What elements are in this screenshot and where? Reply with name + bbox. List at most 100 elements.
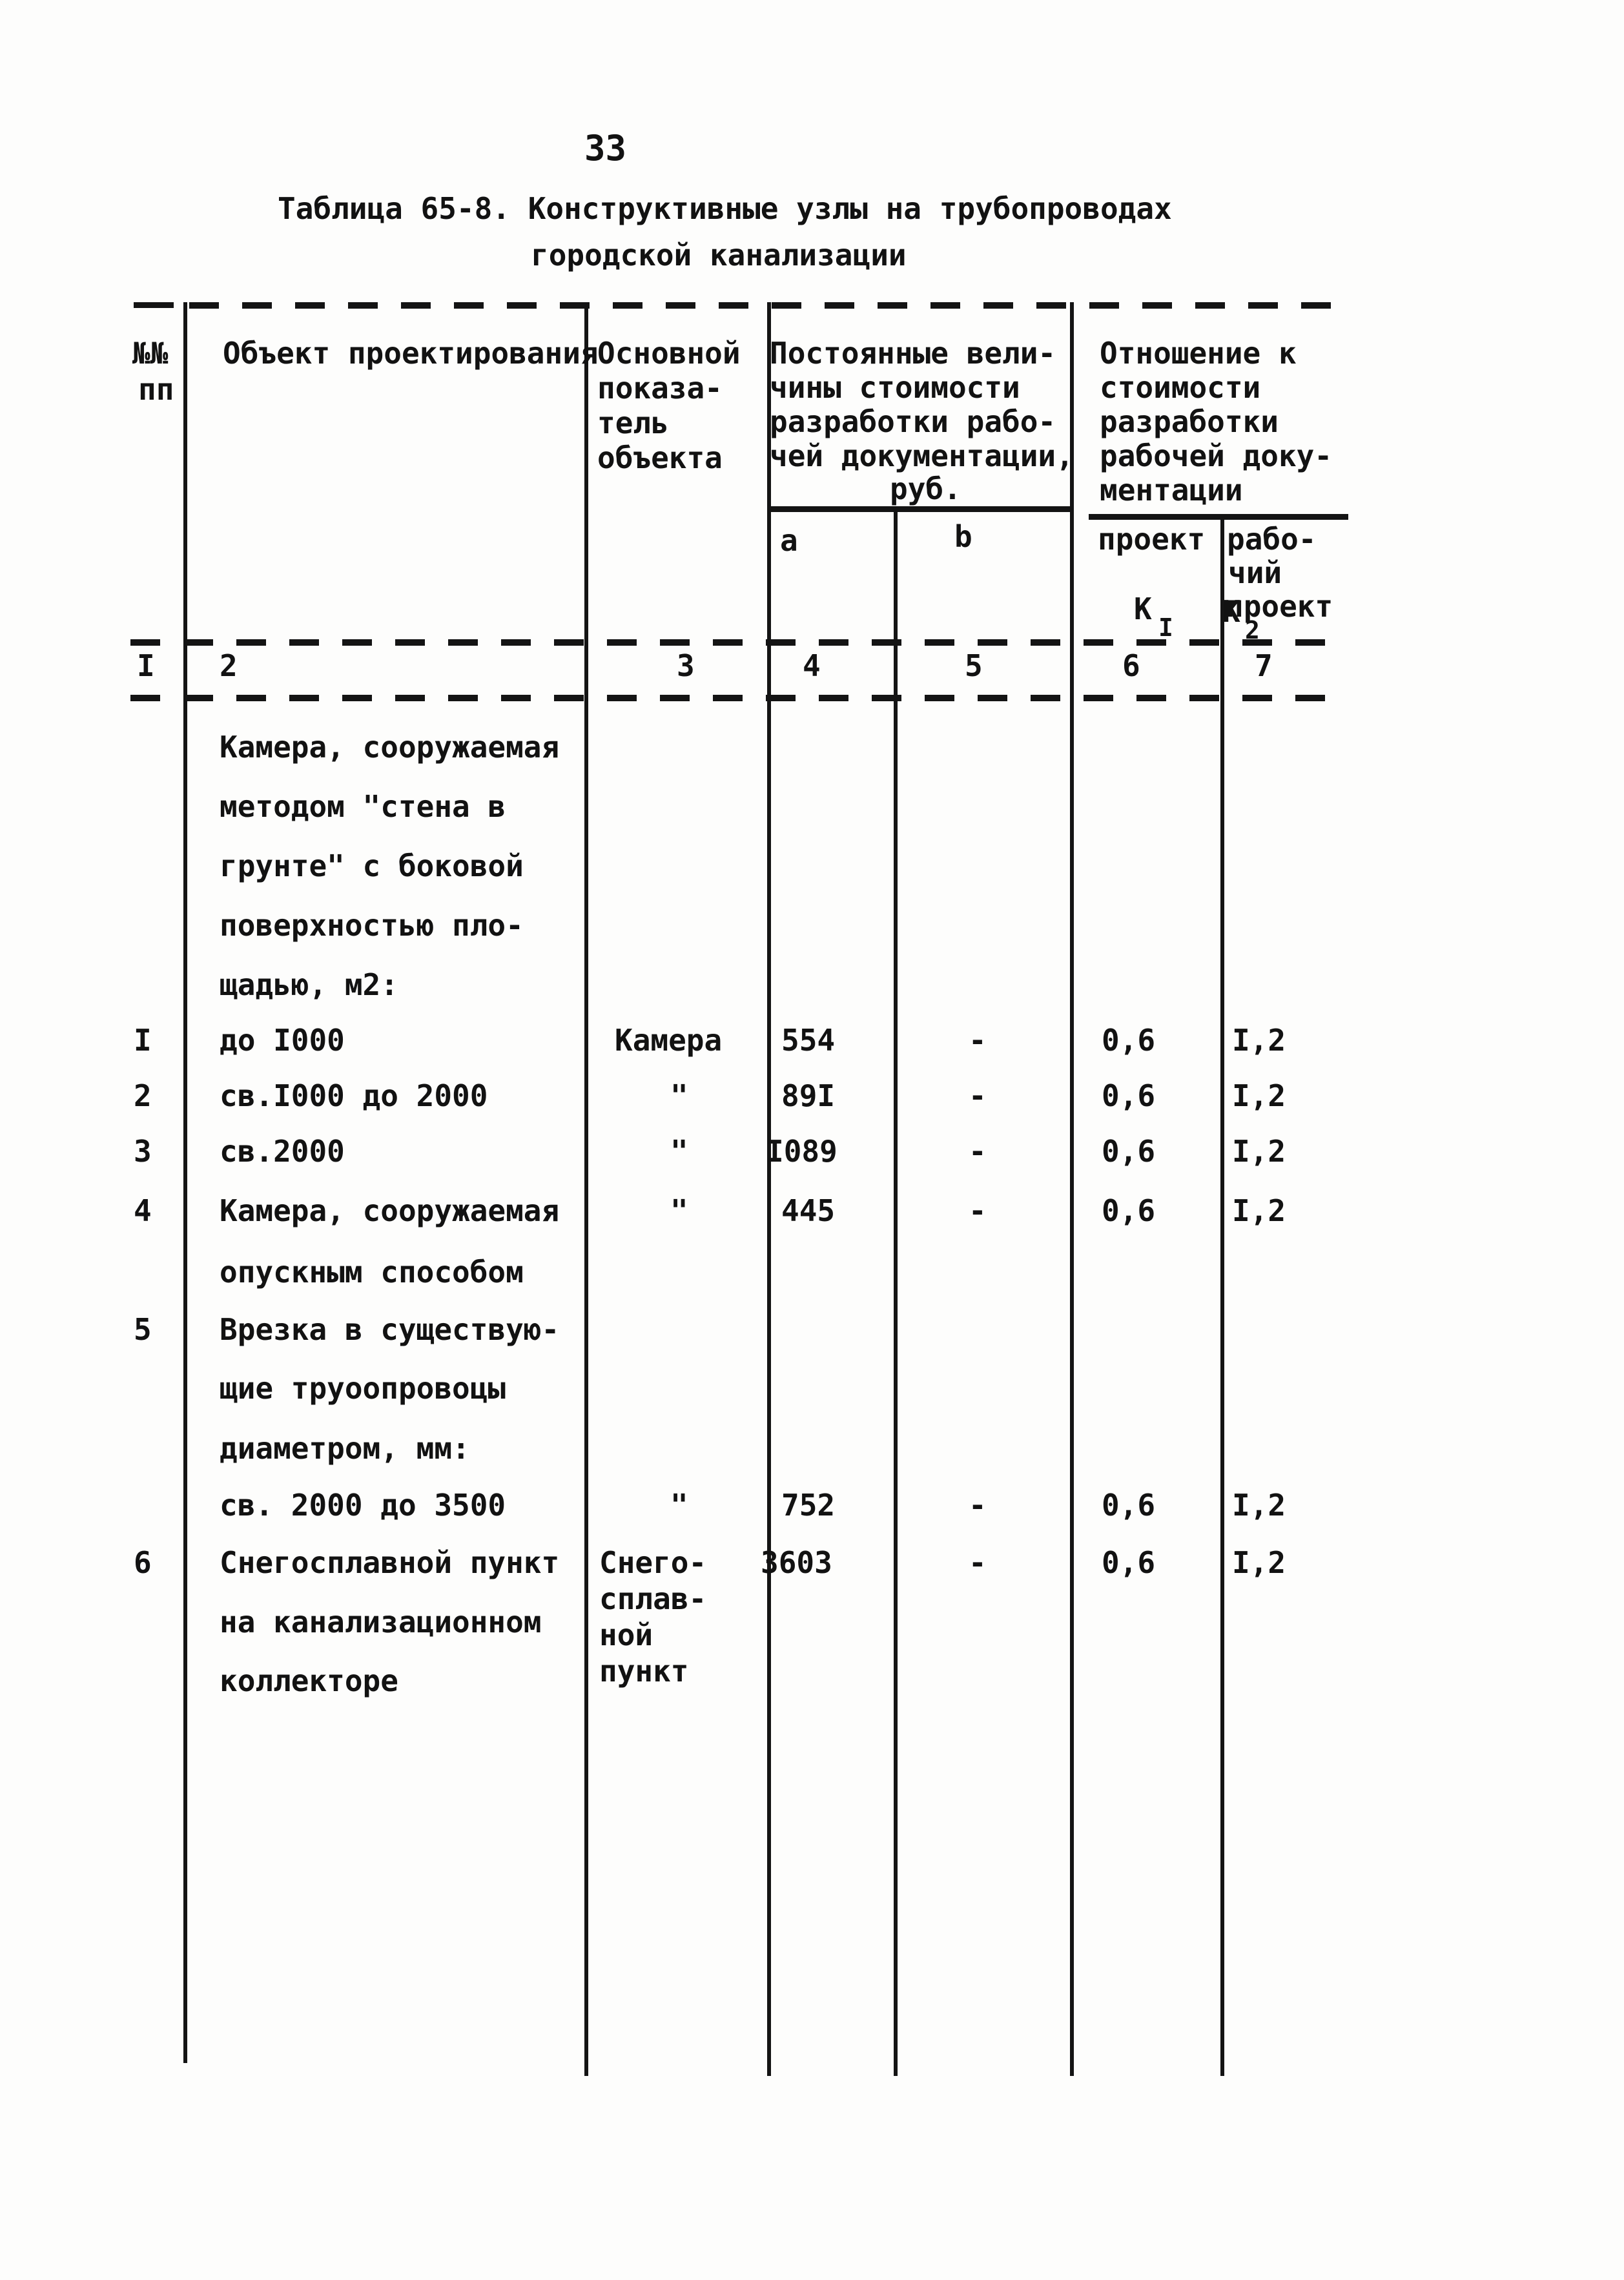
row5-object-line2: щие труоопровоцы	[220, 1371, 506, 1406]
row5-value-b: -	[969, 1488, 987, 1523]
colnum-2: 2	[220, 648, 238, 683]
row6-indicator-line1: Снего-	[599, 1545, 707, 1580]
header-col3-line1: Основной	[597, 336, 741, 371]
header-col1-line1: №№	[132, 336, 169, 371]
row4-object-line2: опускным способом	[220, 1255, 524, 1289]
row2-k1: 0,6	[1102, 1078, 1156, 1113]
row6-indicator-line4: пункт	[599, 1654, 689, 1689]
subheader-chij: чий	[1228, 555, 1282, 590]
row2-value-a: 89I	[781, 1078, 836, 1113]
row4-object-line1: Камера, сооружаемая	[220, 1193, 560, 1228]
column-number-band-top-dash	[130, 639, 1344, 646]
header-col67-line4: рабочей доку-	[1100, 438, 1333, 473]
row6-object-line3: коллекторе	[220, 1663, 398, 1698]
colnum-7: 7	[1255, 648, 1273, 683]
row6-k2: I,2	[1232, 1545, 1286, 1580]
row3-value-a: I089	[766, 1134, 838, 1169]
header-col67-line5: ментации	[1100, 473, 1243, 508]
row4-indicator-ditto: "	[670, 1193, 688, 1228]
row3-k1: 0,6	[1102, 1134, 1156, 1169]
row5-num: 5	[134, 1312, 152, 1347]
subheader-k2-subscript: 2	[1245, 616, 1260, 644]
row1-num: I	[134, 1023, 152, 1058]
row1-value-a: 554	[781, 1023, 836, 1058]
row4-value-b: -	[969, 1193, 987, 1228]
header-col67-underline	[1089, 514, 1348, 520]
table-border-v6	[1220, 514, 1224, 2076]
row1-k1: 0,6	[1102, 1023, 1156, 1058]
row4-num: 4	[134, 1193, 152, 1228]
row4-k2: I,2	[1232, 1193, 1286, 1228]
row6-k1: 0,6	[1102, 1545, 1156, 1580]
subheader-k1-subscript: I	[1158, 613, 1173, 642]
header-col3-line4: объекта	[597, 440, 723, 475]
intro-line3: грунте" с боковой	[220, 848, 524, 883]
row6-value-a: 3603	[761, 1545, 832, 1580]
header-col45-line5: руб.	[890, 471, 961, 506]
row5-k1: 0,6	[1102, 1488, 1156, 1523]
header-col45-line2: чины стоимости	[770, 370, 1020, 405]
row6-indicator-line2: сплав-	[599, 1581, 707, 1616]
row4-k1: 0,6	[1102, 1193, 1156, 1228]
table-border-v1	[183, 302, 187, 2063]
row2-indicator-ditto: "	[670, 1078, 688, 1113]
colnum-5: 5	[965, 648, 983, 683]
table-title-line2: городской канализации	[531, 238, 907, 272]
header-col1-line2: пп	[138, 372, 174, 407]
table-border-top-left-dash	[134, 302, 174, 308]
row5-object-line4: св. 2000 до 3500	[220, 1488, 506, 1523]
column-number-band-bottom-dash	[130, 695, 1344, 701]
row1-k2: I,2	[1232, 1023, 1286, 1058]
row5-value-a: 752	[781, 1488, 836, 1523]
row3-k2: I,2	[1232, 1134, 1286, 1169]
row1-indicator: Камера	[615, 1023, 723, 1058]
row2-value-b: -	[969, 1078, 987, 1113]
table-title-line1: Таблица 65-8. Конструктивные узлы на тру…	[278, 191, 1172, 226]
intro-line5: щадью, м2:	[220, 967, 398, 1002]
colnum-6: 6	[1122, 648, 1140, 683]
header-col45-line1: Постоянные вели-	[770, 336, 1056, 371]
header-col2: Объект проектирования	[223, 336, 599, 371]
subheader-proekt2: проект	[1226, 589, 1333, 624]
row5-k2: I,2	[1232, 1488, 1286, 1523]
row6-num: 6	[134, 1545, 152, 1580]
table-border-v5	[1070, 302, 1074, 2076]
subheader-rabo: рабо-	[1227, 522, 1317, 557]
header-col67-line2: стоимости	[1100, 370, 1261, 405]
colnum-4: 4	[803, 648, 821, 683]
intro-line1: Камера, сооружаемая	[220, 730, 560, 765]
intro-line4: поверхностью пло-	[220, 908, 524, 943]
header-col3-line3: тель	[597, 406, 669, 440]
row1-object: до I000	[220, 1023, 345, 1058]
subheader-k1-base: К	[1134, 591, 1152, 626]
row3-object: св.2000	[220, 1134, 345, 1169]
row6-value-b: -	[969, 1545, 987, 1580]
row3-num: 3	[134, 1134, 152, 1169]
row5-indicator-ditto: "	[670, 1488, 688, 1523]
row6-object-line1: Снегосплавной пункт	[220, 1545, 560, 1580]
row4-value-a: 445	[781, 1193, 836, 1228]
intro-line2: методом "стена в	[220, 789, 506, 824]
header-col3-line2: показа-	[597, 371, 723, 406]
row3-value-b: -	[969, 1134, 987, 1169]
row1-value-b: -	[969, 1023, 987, 1058]
header-col67-line3: разработки	[1100, 404, 1279, 439]
header-col67-line1: Отношение к	[1100, 336, 1297, 371]
row6-object-line2: на канализационном	[220, 1605, 542, 1639]
row2-k2: I,2	[1232, 1078, 1286, 1113]
subheader-k2-base: К	[1222, 594, 1240, 629]
row2-num: 2	[134, 1078, 152, 1113]
subheader-proekt: проект	[1098, 522, 1206, 557]
subheader-b: b	[954, 519, 972, 554]
table-border-v3	[767, 302, 771, 2076]
colnum-1: I	[137, 648, 155, 683]
header-col45-line3: разработки рабо-	[770, 404, 1056, 439]
colnum-3: 3	[677, 648, 695, 683]
table-border-v2	[584, 302, 588, 2076]
row3-indicator-ditto: "	[670, 1134, 688, 1169]
table-border-v4	[894, 506, 898, 2076]
header-col45-underline	[770, 506, 1071, 512]
header-col45-line4: чей документации,	[770, 438, 1074, 473]
row2-object: св.I000 до 2000	[220, 1078, 488, 1113]
